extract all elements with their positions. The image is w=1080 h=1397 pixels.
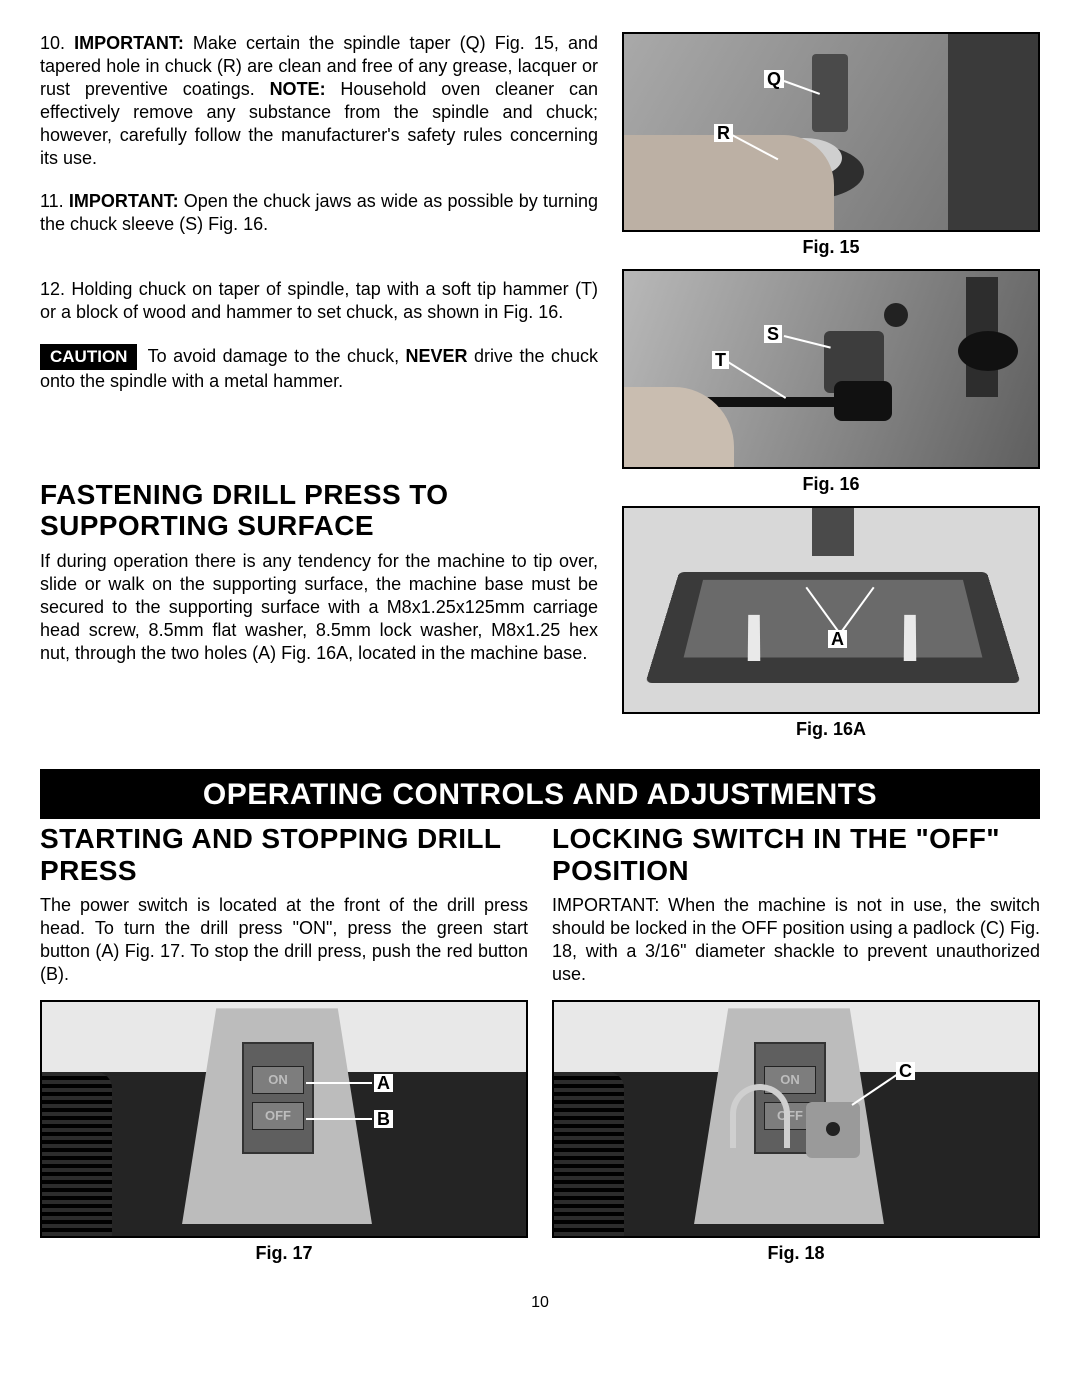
- important-label: IMPORTANT:: [552, 895, 659, 915]
- fastening-heading: FASTENING DRILL PRESS TO SUPPORTING SURF…: [40, 479, 598, 542]
- fig-caption: Fig. 17: [40, 1238, 528, 1269]
- fig-label-s: S: [764, 325, 782, 343]
- step-number: 12.: [40, 279, 65, 299]
- fig-caption: Fig. 18: [552, 1238, 1040, 1269]
- step-number: 11.: [40, 191, 64, 211]
- important-label: IMPORTANT:: [69, 191, 179, 211]
- fig-label-r: R: [714, 124, 733, 142]
- lock-switch-col: LOCKING SWITCH IN THE "OFF" POSITION IMP…: [552, 823, 1040, 1275]
- right-column: Q R Fig. 15 S T Fig: [622, 32, 1040, 751]
- important-label: IMPORTANT:: [74, 33, 184, 53]
- start-heading: STARTING AND STOPPING DRILL PRESS: [40, 823, 528, 886]
- section-banner: OPERATING CONTROLS AND ADJUSTMENTS: [40, 769, 1040, 819]
- fig-label-c: C: [896, 1062, 915, 1080]
- on-button-graphic: ON: [252, 1066, 304, 1094]
- lock-heading: LOCKING SWITCH IN THE "OFF" POSITION: [552, 823, 1040, 886]
- note-label: NOTE:: [270, 79, 326, 99]
- off-button-graphic: OFF: [252, 1102, 304, 1130]
- top-section: 10. IMPORTANT: Make certain the spindle …: [40, 32, 1040, 751]
- caution-text: To avoid damage to the chuck,: [141, 346, 405, 366]
- fig-caption: Fig. 15: [622, 232, 1040, 263]
- fastening-text: If during operation there is any tendenc…: [40, 550, 598, 665]
- page-number: 10: [40, 1293, 1040, 1313]
- figure-16a: A Fig. 16A: [622, 506, 1040, 745]
- figure-15: Q R Fig. 15: [622, 32, 1040, 263]
- lock-text: IMPORTANT: When the machine is not in us…: [552, 894, 1040, 986]
- figure-17: ON OFF A B Fig. 17: [40, 1000, 528, 1269]
- fig-label-b: B: [374, 1110, 393, 1128]
- step-number: 10.: [40, 33, 65, 53]
- step-text: Holding chuck on taper of spindle, tap w…: [40, 279, 598, 322]
- figure-18: ON OFF C Fig. 18: [552, 1000, 1040, 1269]
- caution-step: CAUTION To avoid damage to the chuck, NE…: [40, 344, 598, 393]
- left-column: 10. IMPORTANT: Make certain the spindle …: [40, 32, 598, 751]
- step-10: 10. IMPORTANT: Make certain the spindle …: [40, 32, 598, 170]
- start-text: The power switch is located at the front…: [40, 894, 528, 986]
- fig-label-t: T: [712, 351, 729, 369]
- fig-label-q: Q: [764, 70, 784, 88]
- step-11: 11. IMPORTANT: Open the chuck jaws as wi…: [40, 190, 598, 236]
- step-12: 12. Holding chuck on taper of spindle, t…: [40, 278, 598, 324]
- fig-caption: Fig. 16: [622, 469, 1040, 500]
- fig-caption: Fig. 16A: [622, 714, 1040, 745]
- figure-16: S T Fig. 16: [622, 269, 1040, 500]
- fig-label-a: A: [374, 1074, 393, 1092]
- caution-badge: CAUTION: [40, 344, 137, 370]
- bottom-section: STARTING AND STOPPING DRILL PRESS The po…: [40, 823, 1040, 1275]
- never-label: NEVER: [406, 346, 468, 366]
- start-stop-col: STARTING AND STOPPING DRILL PRESS The po…: [40, 823, 528, 1275]
- fig-label-a: A: [828, 630, 847, 648]
